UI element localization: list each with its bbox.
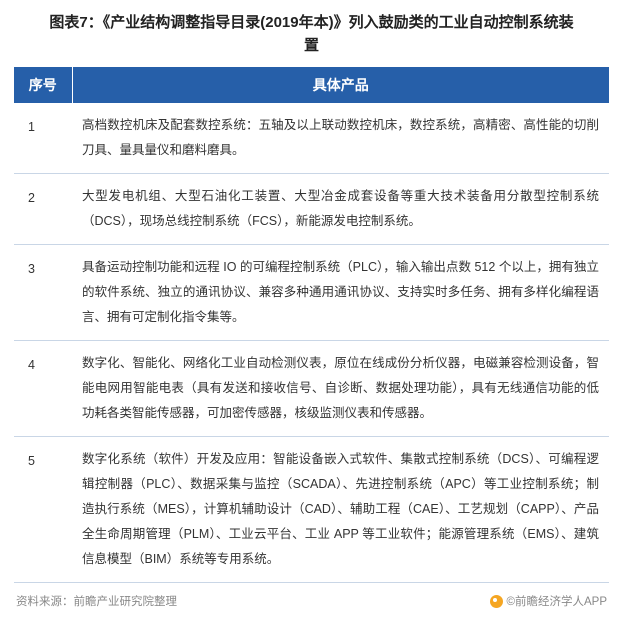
cell-num: 5 xyxy=(14,437,72,583)
cell-num: 2 xyxy=(14,174,72,245)
footer: 资料来源：前瞻产业研究院整理 ©前瞻经济学人APP xyxy=(14,593,609,609)
cell-text: 具备运动控制功能和远程 IO 的可编程控制系统（PLC），输入输出点数 512 … xyxy=(72,245,609,341)
copyright-line: ©前瞻经济学人APP xyxy=(490,593,607,609)
col-header-product: 具体产品 xyxy=(72,67,609,103)
logo-icon xyxy=(490,595,503,608)
table-row: 3 具备运动控制功能和远程 IO 的可编程控制系统（PLC），输入输出点数 51… xyxy=(14,245,609,341)
cell-text: 大型发电机组、大型石油化工装置、大型冶金成套设备等重大技术装备用分散型控制系统（… xyxy=(72,174,609,245)
cell-text: 高档数控机床及配套数控系统：五轴及以上联动数控机床，数控系统，高精密、高性能的切… xyxy=(72,103,609,174)
table-row: 4 数字化、智能化、网络化工业自动检测仪表，原位在线成份分析仪器，电磁兼容检测设… xyxy=(14,341,609,437)
table-header-row: 序号 具体产品 xyxy=(14,67,609,103)
copyright-text: ©前瞻经济学人APP xyxy=(507,593,607,609)
data-table: 序号 具体产品 1 高档数控机床及配套数控系统：五轴及以上联动数控机床，数控系统… xyxy=(14,67,609,583)
cell-num: 3 xyxy=(14,245,72,341)
source-line: 资料来源：前瞻产业研究院整理 xyxy=(16,593,177,609)
chart-title: 图表7：《产业结构调整指导目录(2019年本)》列入鼓励类的工业自动控制系统装置 xyxy=(14,12,609,57)
source-label: 资料来源： xyxy=(16,596,74,608)
source-value: 前瞻产业研究院整理 xyxy=(74,596,178,608)
table-row: 2 大型发电机组、大型石油化工装置、大型冶金成套设备等重大技术装备用分散型控制系… xyxy=(14,174,609,245)
table-row: 5 数字化系统（软件）开发及应用：智能设备嵌入式软件、集散式控制系统（DCS）、… xyxy=(14,437,609,583)
cell-num: 1 xyxy=(14,103,72,174)
cell-num: 4 xyxy=(14,341,72,437)
table-row: 1 高档数控机床及配套数控系统：五轴及以上联动数控机床，数控系统，高精密、高性能… xyxy=(14,103,609,174)
col-header-num: 序号 xyxy=(14,67,72,103)
cell-text: 数字化、智能化、网络化工业自动检测仪表，原位在线成份分析仪器，电磁兼容检测设备，… xyxy=(72,341,609,437)
cell-text: 数字化系统（软件）开发及应用：智能设备嵌入式软件、集散式控制系统（DCS）、可编… xyxy=(72,437,609,583)
